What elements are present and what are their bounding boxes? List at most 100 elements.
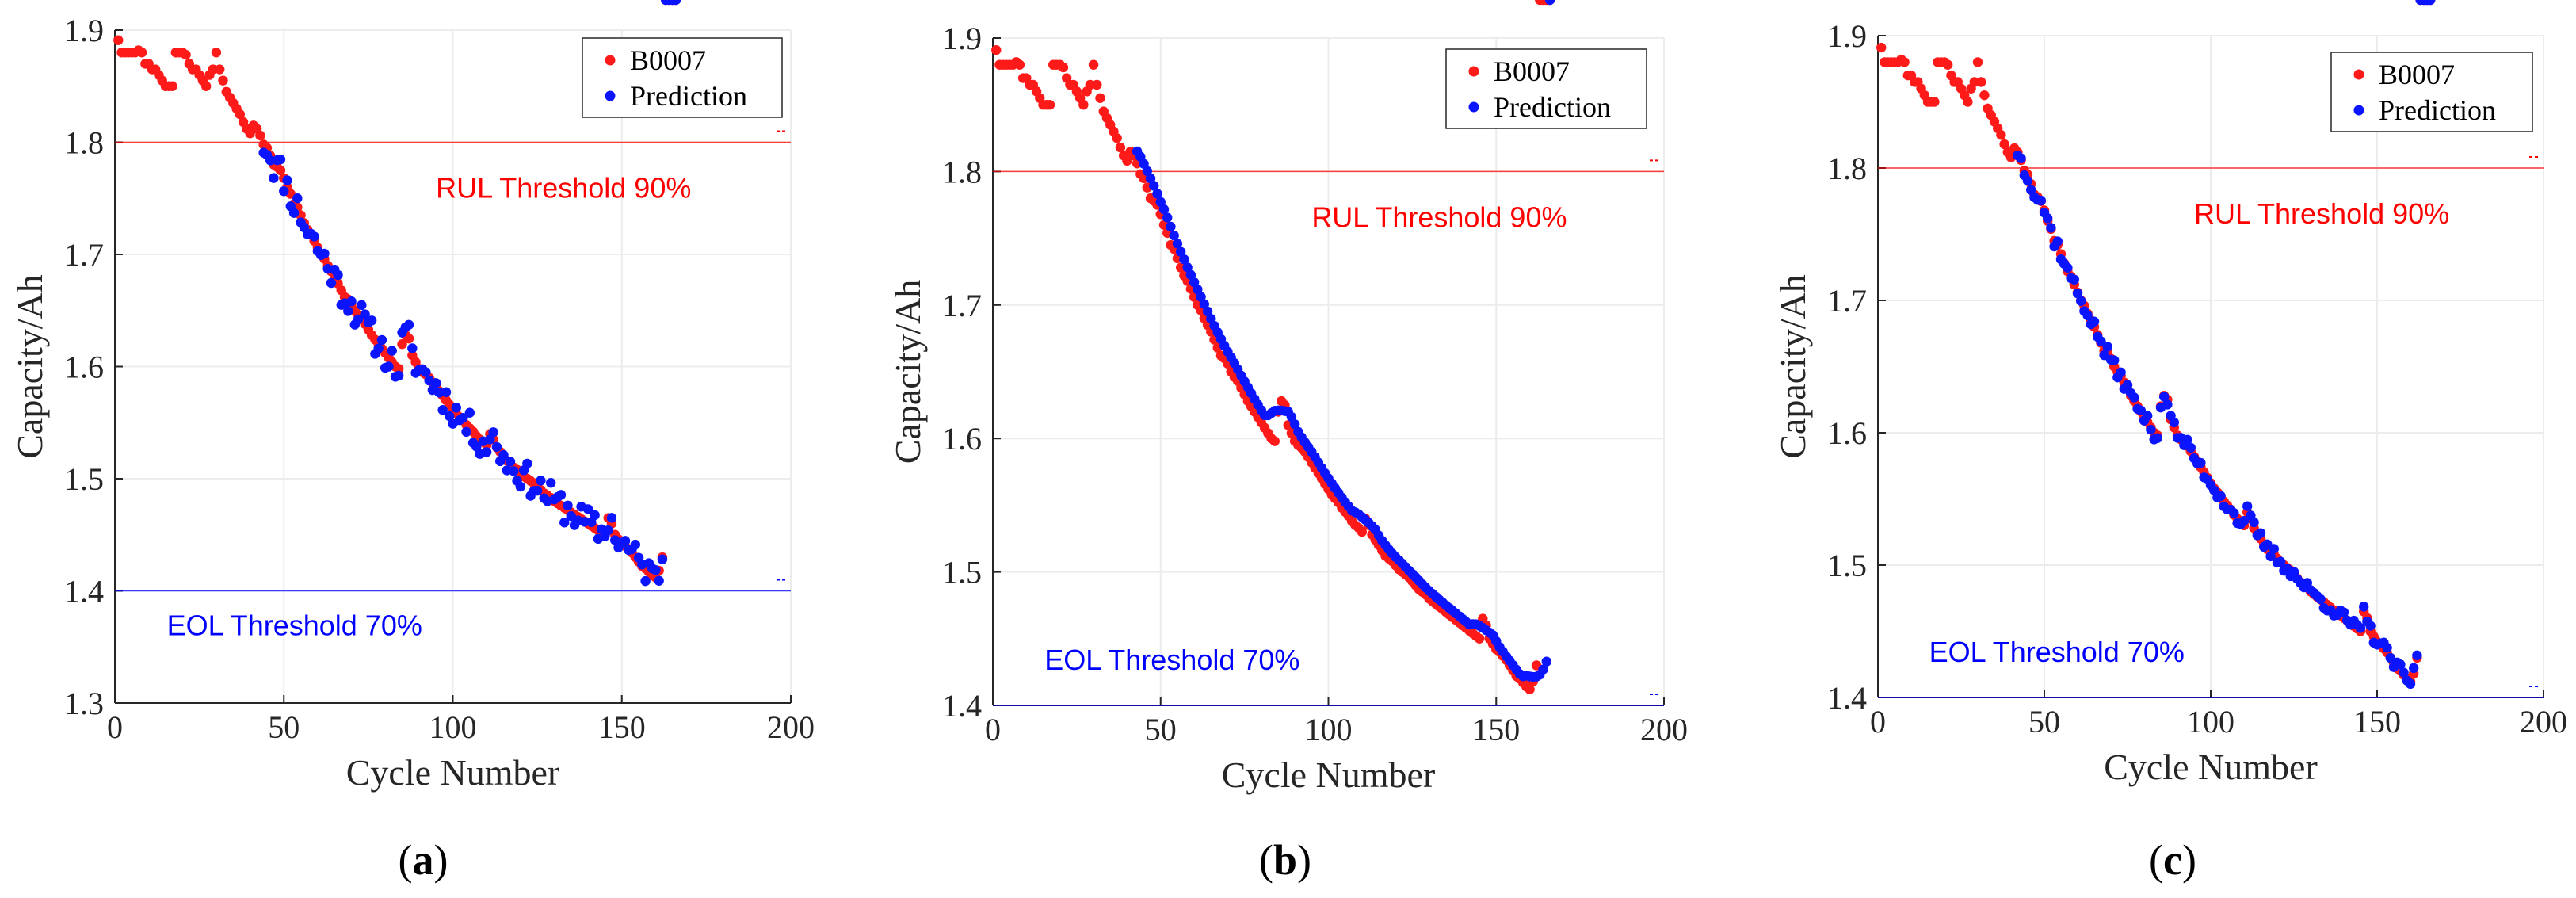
y-tick-label: 1.9 <box>64 13 104 48</box>
prediction-point <box>630 539 641 550</box>
prediction-point <box>282 175 292 185</box>
y-tick-label: 1.7 <box>1827 283 1867 319</box>
b0007-point <box>1115 142 1126 153</box>
prediction-point <box>505 457 516 467</box>
b0007-point <box>200 81 212 91</box>
b0007-point <box>1876 42 1887 53</box>
legend-marker-b0007 <box>2353 69 2364 80</box>
prediction-point <box>292 193 303 204</box>
prediction-point <box>333 269 343 281</box>
b0007-point <box>1014 59 1025 70</box>
b0007-point <box>113 35 124 45</box>
x-axis-title: Cycle Number <box>1222 755 1436 795</box>
panel-label-letter: c <box>2163 836 2182 884</box>
x-tick-label: 0 <box>1870 704 1886 739</box>
b0007-point <box>1999 139 2009 150</box>
prediction-point <box>275 154 286 165</box>
prediction-point <box>346 296 357 307</box>
prediction-point <box>403 319 414 330</box>
prediction-point <box>464 407 475 418</box>
b0007-point <box>1112 133 1122 143</box>
prediction-point <box>1541 656 1551 667</box>
prediction-point <box>2185 442 2196 453</box>
prediction-point <box>2082 310 2093 321</box>
prediction-point <box>559 518 570 528</box>
prediction-point <box>1142 166 1153 177</box>
b0007-point <box>1474 633 1485 644</box>
legend-label-b0007: B0007 <box>630 44 706 76</box>
prediction-point <box>481 447 492 457</box>
prediction-point <box>1145 173 1156 184</box>
legend-label-prediction: Prediction <box>1494 91 1611 123</box>
b0007-point <box>1976 77 1986 87</box>
y-tick-label: 1.9 <box>942 21 982 56</box>
prediction-point <box>441 387 452 397</box>
legend-label-prediction: Prediction <box>2379 94 2496 126</box>
prediction-point <box>437 405 448 415</box>
prediction-point <box>2169 417 2179 428</box>
b0007-point <box>1525 684 1535 694</box>
prediction-point <box>288 208 300 218</box>
prediction-point <box>1196 292 1206 302</box>
prediction-point <box>1286 411 1297 422</box>
prediction-point <box>590 510 600 521</box>
prediction-point <box>2146 424 2156 435</box>
b0007-point <box>1095 93 1105 103</box>
legend-marker-prediction <box>1468 101 1479 113</box>
legend-box <box>2330 52 2533 132</box>
b0007-point <box>181 49 191 60</box>
b0007-point <box>1929 97 1940 107</box>
series-prediction <box>1132 0 1555 682</box>
prediction-point <box>2129 392 2139 403</box>
prediction-point <box>522 458 532 469</box>
eol-threshold-label: EOL Threshold 70% <box>1929 636 2185 668</box>
prediction-point <box>582 504 593 514</box>
x-axis-title: Cycle Number <box>346 752 560 793</box>
prediction-point <box>2162 399 2173 410</box>
prediction-point <box>2109 355 2120 365</box>
legend-marker-b0007 <box>1468 66 1479 77</box>
prediction-point <box>2425 0 2436 6</box>
b0007-point <box>1979 90 1990 101</box>
legend-label-b0007: B0007 <box>1494 55 1570 87</box>
x-tick-label: 50 <box>1145 712 1177 747</box>
prediction-point <box>461 426 471 438</box>
y-tick-label: 1.6 <box>64 350 104 385</box>
prediction-point <box>555 490 567 500</box>
b0007-point <box>136 48 147 58</box>
prediction-point <box>545 478 556 488</box>
b0007-point <box>397 339 407 350</box>
x-tick-label: 100 <box>2187 704 2234 739</box>
prediction-point <box>2152 433 2162 443</box>
legend-marker-prediction <box>605 90 616 101</box>
prediction-point <box>366 315 377 326</box>
y-tick-label: 1.4 <box>64 574 104 609</box>
prediction-point <box>1202 306 1213 317</box>
prediction-point <box>2249 517 2259 528</box>
prediction-point <box>657 554 668 564</box>
prediction-point <box>421 367 431 377</box>
prediction-point <box>430 378 441 388</box>
prediction-point <box>606 513 617 523</box>
prediction-point <box>2069 274 2079 285</box>
b0007-point <box>991 44 1002 55</box>
prediction-point <box>2076 296 2086 306</box>
prediction-point <box>1179 254 1189 265</box>
prediction-point <box>407 343 418 353</box>
legend: B0007 Prediction <box>2330 52 2533 132</box>
b0007-point <box>167 81 177 91</box>
panel-label-open: ( <box>1259 836 1273 884</box>
prediction-point <box>488 427 498 438</box>
panel-label-close: ) <box>2182 836 2196 884</box>
legend: B0007 Prediction <box>582 37 783 118</box>
x-tick-label: 200 <box>2520 704 2567 739</box>
rul-threshold-label: RUL Threshold 90% <box>1311 201 1567 233</box>
b0007-point <box>1092 79 1102 90</box>
x-tick-label: 200 <box>767 709 815 745</box>
prediction-point <box>376 334 387 346</box>
y-tick-label: 1.5 <box>64 461 104 497</box>
prediction-point <box>654 575 664 586</box>
prediction-point <box>343 306 353 316</box>
prediction-point <box>387 346 397 356</box>
